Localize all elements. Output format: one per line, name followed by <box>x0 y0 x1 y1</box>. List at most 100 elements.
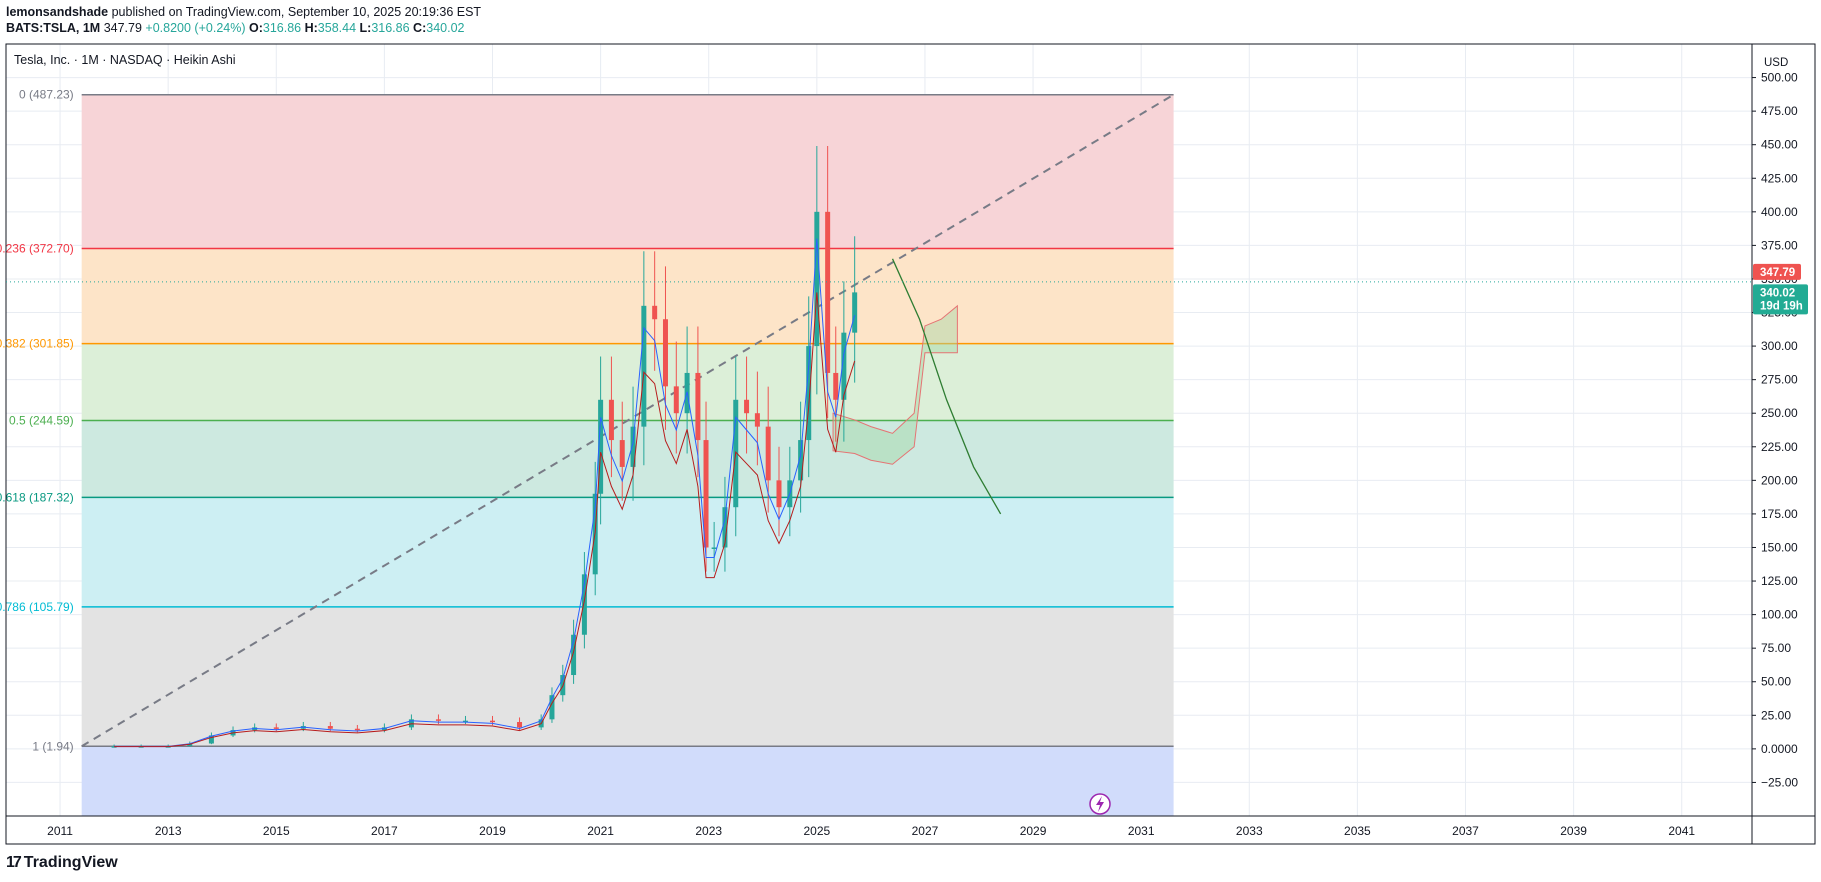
candle-body <box>711 547 717 549</box>
publish-header: lemonsandshade published on TradingView.… <box>6 4 1506 36</box>
candle-body <box>806 346 812 441</box>
baseline-line <box>114 292 856 748</box>
low-value: 316.86 <box>371 21 410 35</box>
close-value: 340.02 <box>426 21 465 35</box>
candle-body <box>549 695 555 720</box>
candle-body <box>722 507 728 548</box>
y-tick-label: 450.00 <box>1761 138 1798 152</box>
price-series <box>111 146 858 748</box>
fib-level-label: 0.382 (301.85) <box>0 337 74 351</box>
x-tick-label: 2023 <box>695 824 722 838</box>
lightning-icon[interactable] <box>1089 793 1111 815</box>
x-tick-label: 2039 <box>1560 824 1587 838</box>
pane-title: Tesla, Inc. · 1M · NASDAQ · Heikin Ashi <box>14 53 236 67</box>
candle-body <box>598 399 604 494</box>
fib-band <box>81 248 1174 344</box>
x-tick-label: 2013 <box>155 824 182 838</box>
fib-level-label: 0.236 (372.70) <box>0 241 74 255</box>
fib-level-label: 0.5 (244.59) <box>9 413 74 427</box>
candle-body <box>187 743 193 747</box>
y-tick-label: 375.00 <box>1761 238 1798 252</box>
candle-body <box>695 372 701 441</box>
x-tick-label: 2037 <box>1452 824 1479 838</box>
y-tick-label: 50.00 <box>1761 675 1791 689</box>
time-axis[interactable]: 2011 2013 2015 2017 2019 2021 2023 2025 2027 2029… <box>47 824 1695 838</box>
candle-body <box>619 440 625 467</box>
last-price-label: 347.79 <box>1760 267 1795 279</box>
high-label: H: <box>304 21 318 35</box>
x-tick-label: 2011 <box>47 824 73 838</box>
candle-body <box>273 727 279 729</box>
fib-band <box>81 497 1174 607</box>
projection-path <box>891 258 1002 515</box>
candle-body <box>652 305 658 320</box>
projection-line[interactable] <box>891 258 1002 515</box>
y-tick-label: −25.00 <box>1761 775 1798 789</box>
brand-name: TradingView <box>23 854 118 871</box>
y-tick-label: 425.00 <box>1761 171 1798 185</box>
x-tick-label: 2015 <box>263 824 290 838</box>
candle-body <box>798 440 804 481</box>
x-tick-label: 2031 <box>1128 824 1155 838</box>
close-price-box: 340.02 19d 19h <box>1753 284 1808 315</box>
y-tick-label: 75.00 <box>1761 641 1791 655</box>
fib-band <box>81 606 1174 747</box>
y-tick-label: 175.00 <box>1761 507 1798 521</box>
fib-level-label: 1 (1.94) <box>32 739 73 753</box>
candle-body <box>852 292 858 333</box>
x-tick-label: 2027 <box>912 824 939 838</box>
y-tick-label: 475.00 <box>1761 104 1798 118</box>
x-tick-label: 2021 <box>587 824 614 838</box>
high-value: 358.44 <box>317 21 357 35</box>
candle-body <box>641 305 647 427</box>
y-tick-label: 250.00 <box>1761 406 1798 420</box>
candle-body <box>581 574 587 635</box>
candle-body <box>776 480 782 508</box>
candle-body <box>608 399 614 441</box>
publisher-line: lemonsandshade published on TradingView.… <box>6 4 1506 20</box>
currency-label[interactable]: USD <box>1764 57 1788 69</box>
trend-line[interactable] <box>81 93 1175 748</box>
candle-body <box>833 372 839 400</box>
price-axis[interactable]: 500.00475.00450.00425.00400.00375.00350.… <box>1752 71 1798 790</box>
open-value: 316.86 <box>262 21 302 35</box>
candle-body <box>462 720 468 723</box>
dashed-trend-line <box>81 93 1175 748</box>
candle-body <box>744 399 750 414</box>
y-tick-label: 0.0000 <box>1761 742 1798 756</box>
candle-body <box>814 211 820 347</box>
tradingview-logo[interactable]: 17 TradingView <box>6 854 118 872</box>
close-label: C: <box>413 21 427 35</box>
y-tick-label: 125.00 <box>1761 574 1798 588</box>
x-tick-label: 2029 <box>1020 824 1047 838</box>
y-tick-label: 200.00 <box>1761 473 1798 487</box>
countdown-label: 19d 19h <box>1760 300 1803 312</box>
candle-body <box>517 722 523 728</box>
symbol-label: BATS:TSLA, 1M <box>6 21 101 35</box>
last-price-box: 347.79 <box>1753 263 1801 280</box>
candle-body <box>841 332 847 400</box>
average-line <box>114 238 856 747</box>
published-text: published on TradingView.com, September … <box>108 5 482 19</box>
fib-retracement[interactable]: 0 (487.23) 0.236 (372.70) 0.382 (301.85) 0.… <box>0 88 1174 816</box>
fib-level-label: 0.786 (105.79) <box>0 600 74 614</box>
candle-body <box>825 211 831 373</box>
x-tick-label: 2017 <box>371 824 398 838</box>
y-tick-label: 225.00 <box>1761 440 1798 454</box>
fib-band <box>81 343 1174 421</box>
candle-body <box>327 726 333 729</box>
candle-body <box>354 728 360 731</box>
ichimoku-cloud <box>832 304 958 465</box>
y-tick-label: 300.00 <box>1761 339 1798 353</box>
x-tick-label: 2025 <box>803 824 830 838</box>
fib-band <box>81 420 1174 498</box>
chart-frame <box>5 43 1816 845</box>
close-price-label: 340.02 <box>1760 287 1795 299</box>
last-value: 347.79 <box>103 21 142 35</box>
symbol-ohlc-line: BATS:TSLA, 1M 347.79 +0.8200 (+0.24%) O:… <box>6 20 1506 36</box>
candle-body <box>754 413 760 427</box>
fib-level-label: 0.618 (187.32) <box>0 490 74 504</box>
author-name[interactable]: lemonsandshade <box>6 5 109 19</box>
change-value: +0.8200 (+0.24%) <box>145 21 246 35</box>
